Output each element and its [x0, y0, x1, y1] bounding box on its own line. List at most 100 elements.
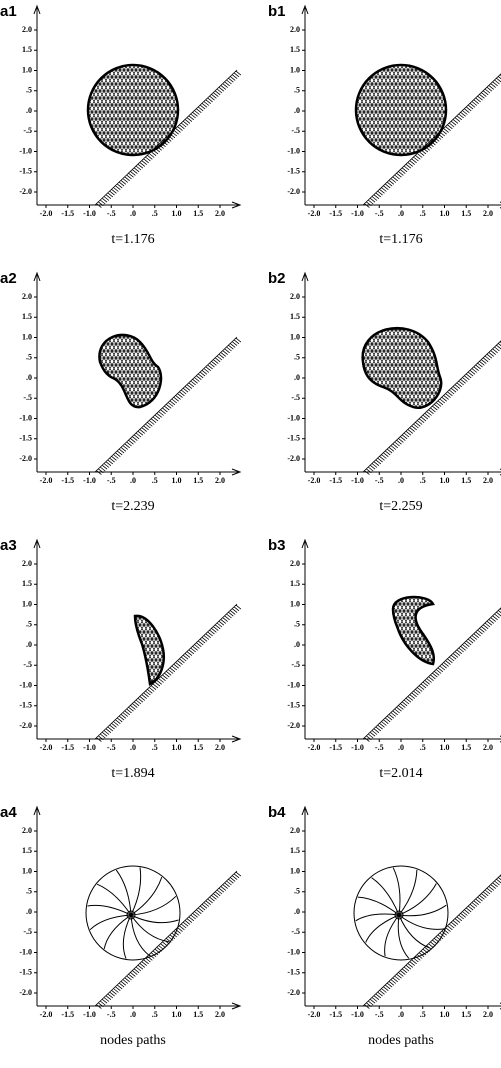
y-tick-label: -1.5	[287, 167, 300, 176]
x-tick-label: 1.5	[193, 743, 203, 752]
x-tick-label: .0	[130, 476, 136, 485]
x-tick-label: 1.5	[193, 1010, 203, 1019]
x-tick-label: .0	[130, 1010, 136, 1019]
x-tick-label: -1.0	[351, 209, 364, 218]
y-tick-label: -1.0	[287, 680, 300, 689]
x-axis	[37, 1002, 242, 1010]
panel: b1 t=1.176 -2.0 -1.5 -1.0 -.5 .0 .5 1.0 1.5 2.0 2.0…	[268, 3, 501, 247]
y-tick-label: .5	[26, 86, 32, 95]
y-tick-label: 2.0	[290, 25, 300, 34]
x-tick-label: 2.0	[215, 209, 225, 218]
y-tick-label: -2.0	[287, 454, 300, 463]
wall	[362, 340, 501, 475]
x-tick-label: -.5	[375, 743, 384, 752]
x-tick-label: .0	[398, 1010, 404, 1019]
x-tick-label: -1.5	[61, 1010, 74, 1019]
y-axis	[33, 805, 41, 1006]
y-tick-label: -2.0	[287, 187, 300, 196]
wall	[94, 336, 242, 475]
panel-label: a3	[0, 537, 17, 554]
panel-caption: t=2.014	[379, 766, 422, 781]
y-tick-label: -.5	[23, 927, 32, 936]
y-axis	[33, 538, 41, 739]
x-tick-label: 2.0	[483, 743, 493, 752]
y-tick-label: -1.5	[287, 968, 300, 977]
panel-label: b2	[268, 270, 286, 287]
y-axis	[33, 271, 41, 472]
x-tick-label: -1.5	[329, 743, 342, 752]
y-tick-label: .0	[294, 373, 300, 382]
x-tick-label: 1.0	[172, 743, 182, 752]
y-tick-label: .0	[26, 106, 32, 115]
x-axis	[305, 468, 501, 476]
y-axis	[301, 538, 309, 739]
y-tick-label: 2.0	[290, 292, 300, 301]
y-tick-label: .5	[26, 353, 32, 362]
y-tick-label: -1.5	[19, 434, 32, 443]
y-tick-label: -1.0	[19, 146, 32, 155]
droplet-mesh	[98, 333, 163, 409]
x-tick-label: -1.0	[83, 1010, 96, 1019]
y-tick-label: -.5	[291, 660, 300, 669]
y-tick-label: -2.0	[19, 187, 32, 196]
y-tick-label: 1.5	[290, 312, 300, 321]
node-path-outline	[353, 865, 449, 961]
x-tick-label: 2.0	[215, 743, 225, 752]
y-tick-label: 2.0	[22, 292, 32, 301]
y-axis	[301, 4, 309, 205]
x-tick-label: 1.5	[193, 476, 203, 485]
y-tick-label: -1.0	[19, 413, 32, 422]
x-tick-label: -2.0	[40, 743, 53, 752]
x-tick-label: .0	[398, 209, 404, 218]
y-tick-label: -.5	[291, 393, 300, 402]
x-tick-label: 2.0	[215, 1010, 225, 1019]
x-tick-label: 1.0	[440, 1010, 450, 1019]
y-tick-label: 1.5	[22, 45, 32, 54]
x-tick-label: 1.5	[193, 209, 203, 218]
y-tick-label: .5	[294, 353, 300, 362]
y-tick-label: 1.0	[290, 599, 300, 608]
x-axis	[305, 735, 501, 743]
x-tick-label: 1.0	[172, 209, 182, 218]
x-tick-label: -1.0	[351, 1010, 364, 1019]
y-axis	[33, 4, 41, 205]
x-tick-label: .5	[152, 1010, 158, 1019]
x-tick-label: -.5	[107, 743, 116, 752]
node-path-outline	[85, 865, 181, 961]
x-tick-label: -2.0	[40, 209, 53, 218]
panel: b4 nodes paths -2.0 -1.5 -1.0 -.5 .0 .5 1.0 1.5 2.…	[268, 804, 501, 1048]
y-tick-label: -.5	[291, 927, 300, 936]
y-tick-label: 1.5	[22, 579, 32, 588]
y-tick-label: 1.0	[22, 866, 32, 875]
droplet-mesh	[354, 63, 448, 157]
y-tick-label: .5	[294, 887, 300, 896]
x-axis	[37, 201, 242, 209]
y-tick-label: -1.0	[19, 947, 32, 956]
x-tick-label: 2.0	[483, 1010, 493, 1019]
x-tick-label: .0	[130, 743, 136, 752]
panel: a3 t=1.894 -2.0 -1.5 -1.0 -.5 .0 .5 1.0 1.5 2.0 2.0…	[0, 537, 242, 781]
panel-label: b1	[268, 3, 286, 20]
y-tick-label: 1.0	[22, 65, 32, 74]
x-tick-label: -1.5	[329, 476, 342, 485]
panel-caption: nodes paths	[368, 1033, 434, 1048]
droplet-mesh	[361, 326, 443, 410]
x-tick-label: -1.5	[329, 209, 342, 218]
x-tick-label: -.5	[107, 209, 116, 218]
x-tick-label: -1.0	[351, 743, 364, 752]
y-tick-label: -2.0	[287, 988, 300, 997]
y-tick-label: 1.0	[290, 65, 300, 74]
panel-label: b3	[268, 537, 286, 554]
panel-label: a1	[0, 3, 17, 20]
y-tick-label: .0	[26, 907, 32, 916]
panel-label: a4	[0, 804, 17, 821]
y-tick-label: -2.0	[19, 454, 32, 463]
y-tick-label: .0	[26, 640, 32, 649]
node-paths	[87, 867, 179, 959]
panel-label: a2	[0, 270, 17, 287]
y-tick-label: -1.5	[19, 968, 32, 977]
y-tick-label: -2.0	[287, 721, 300, 730]
x-tick-label: 1.5	[461, 1010, 471, 1019]
y-tick-label: -1.5	[19, 167, 32, 176]
wall	[94, 603, 242, 742]
